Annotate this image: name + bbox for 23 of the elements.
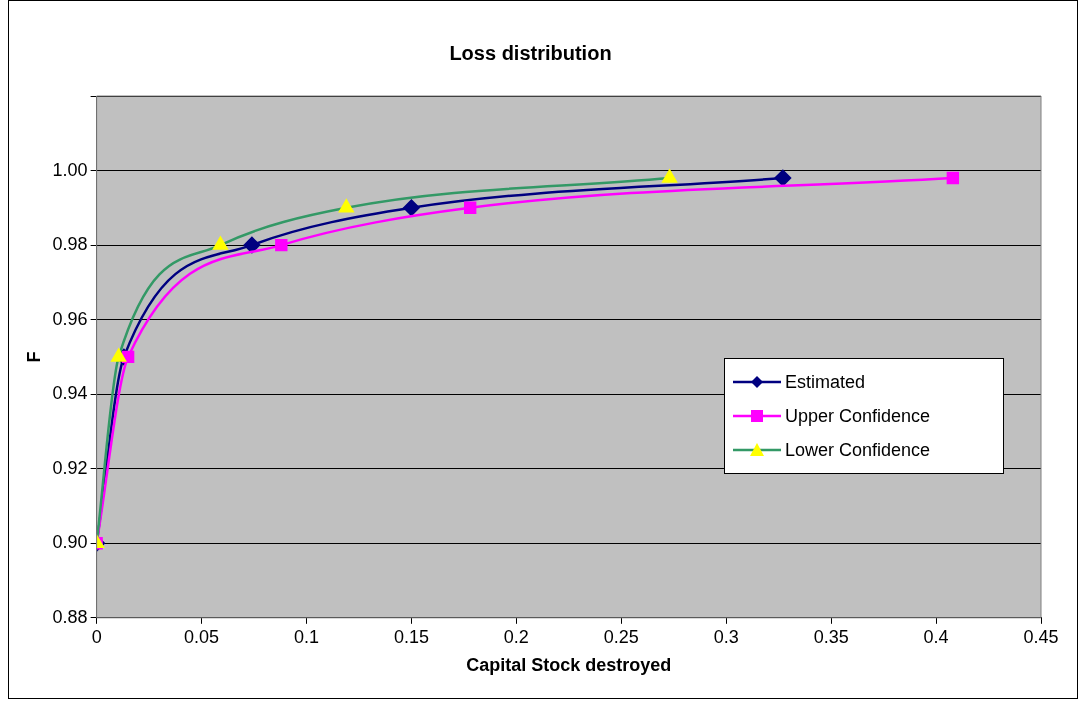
y-tick-label: 1.00 — [52, 159, 88, 180]
y-tick-label: 0.98 — [52, 234, 88, 255]
y-axis-title: F — [23, 351, 44, 363]
legend-label: Upper Confidence — [785, 405, 931, 427]
y-tick-label: 0.94 — [52, 383, 88, 404]
y-tick-label: 0.90 — [52, 532, 88, 553]
x-tick-label: 0 — [91, 626, 102, 647]
x-tick-label: 0.05 — [184, 626, 220, 647]
x-tick-label: 0.3 — [713, 626, 739, 647]
x-tick-label: 0.2 — [503, 626, 529, 647]
x-axis-title: Capital Stock destroyed — [466, 655, 672, 676]
x-tick-label: 0.45 — [1023, 626, 1059, 647]
y-tick-label: 0.88 — [52, 606, 88, 627]
y-tick-label: 0.96 — [52, 308, 88, 329]
legend-label: Estimated — [785, 371, 866, 393]
x-tick-label: 0.4 — [923, 626, 949, 647]
x-tick-label: 0.35 — [813, 626, 849, 647]
legend-label: Lower Confidence — [785, 439, 931, 461]
x-tick-label: 0.1 — [293, 626, 320, 647]
chart-title: Loss distribution — [449, 41, 612, 64]
x-tick-label: 0.25 — [603, 626, 639, 647]
x-tick-label: 0.15 — [393, 626, 429, 647]
y-tick-label: 0.92 — [52, 457, 88, 478]
